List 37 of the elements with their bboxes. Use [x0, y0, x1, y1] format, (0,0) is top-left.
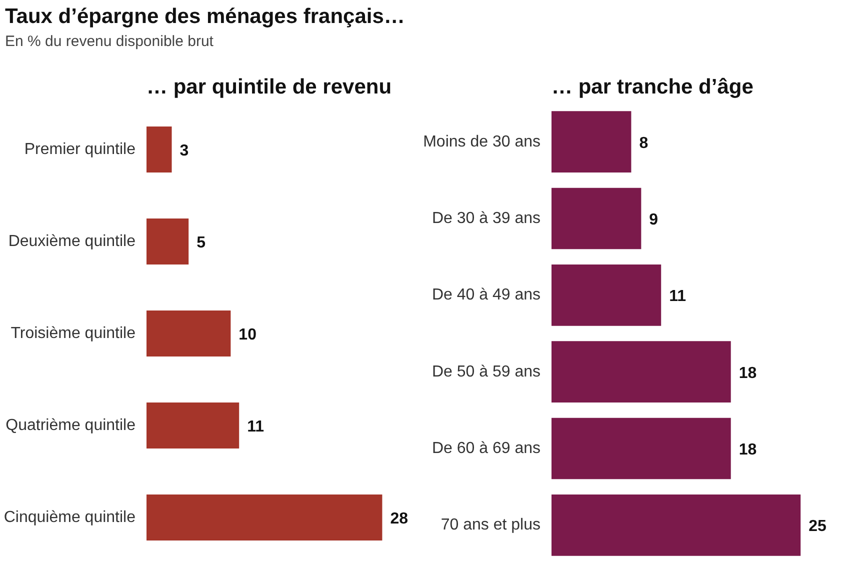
y-tick-label: De 60 à 69 ans	[432, 440, 541, 457]
chart-title: … par tranche d’âge	[552, 76, 754, 98]
text: Taux d’épargne des ménages français…	[5, 5, 405, 29]
data-label: 10	[238, 326, 257, 344]
bar	[552, 264, 662, 326]
chart-title: … par quintile de revenu	[146, 76, 392, 98]
y-tick-label: Troisième quintile	[10, 325, 136, 342]
y-tick-label: Quatrième quintile	[6, 417, 136, 434]
bar	[146, 218, 189, 264]
data-label: 28	[390, 510, 408, 528]
y-tick-label: 70 ans et plus	[440, 516, 540, 534]
y-tick-label: De 50 à 59 ans	[432, 363, 541, 380]
bar	[146, 310, 231, 356]
bar	[552, 111, 632, 172]
data-label: 8	[639, 134, 648, 152]
data-label: 25	[808, 518, 827, 536]
y-tick-label: Deuxième quintile	[8, 233, 136, 250]
bar	[146, 494, 382, 540]
y-tick-label: Cinquième quintile	[4, 509, 136, 526]
data-label: 18	[738, 442, 757, 458]
bar	[552, 418, 731, 480]
y-tick-label: Moins de 30 ans	[423, 133, 540, 150]
bar	[552, 494, 801, 556]
data-label: 3	[180, 142, 189, 160]
y-tick-label: De 40 à 49 ans	[432, 286, 541, 304]
data-label: 11	[669, 288, 686, 306]
bar	[552, 188, 642, 250]
y-tick-label: De 30 à 39 ans	[432, 210, 541, 227]
y-tick-label: Premier quintile	[24, 141, 136, 158]
data-label: 18	[738, 364, 757, 382]
data-label: 9	[649, 212, 658, 228]
bar	[146, 126, 172, 172]
text: En % du revenu disponible brut	[5, 33, 214, 50]
bar	[146, 402, 240, 448]
bar	[552, 341, 731, 402]
data-label: 5	[196, 234, 206, 252]
data-label: 11	[247, 418, 264, 436]
